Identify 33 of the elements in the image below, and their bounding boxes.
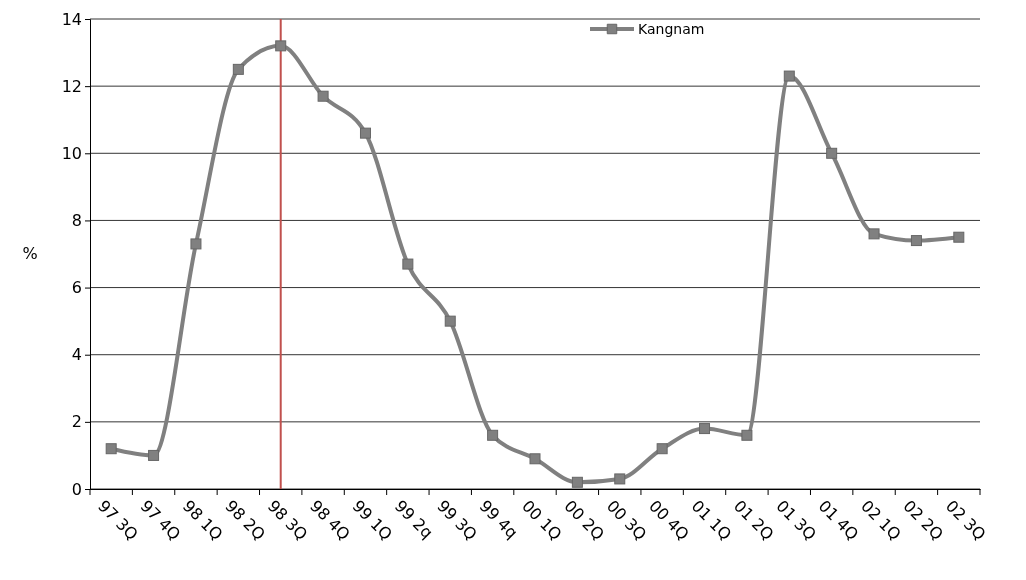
point (571, 476, 583, 488)
y-tick-label: 2 (71, 412, 82, 432)
point (826, 147, 838, 159)
point (953, 231, 965, 243)
point (741, 429, 753, 441)
y-tick-label: 6 (71, 278, 82, 298)
point (699, 423, 711, 435)
y-tick-label: 10 (61, 143, 82, 163)
point (148, 449, 160, 461)
point (487, 429, 499, 441)
y-tick-label: 4 (71, 345, 82, 365)
point (656, 443, 668, 455)
point (868, 228, 880, 240)
x-tick-label: 98 4Q (306, 496, 354, 545)
legend-label: Kangnam (638, 21, 705, 37)
point (529, 453, 541, 465)
point (105, 443, 117, 455)
point (232, 63, 244, 75)
y-tick-label: 8 (71, 211, 82, 231)
point (359, 127, 371, 139)
y-tick-label: 12 (61, 76, 82, 96)
point (317, 90, 329, 102)
y-tick-label: 0 (71, 479, 82, 499)
point (190, 238, 202, 250)
point (910, 235, 922, 247)
point (783, 70, 795, 82)
point (614, 473, 626, 485)
x-tick-label: 97 3Q (94, 496, 142, 545)
point (444, 315, 456, 327)
point (402, 258, 414, 270)
y-axis-title: % (22, 244, 38, 263)
y-tick-label: 14 (61, 9, 82, 29)
point (275, 40, 287, 52)
